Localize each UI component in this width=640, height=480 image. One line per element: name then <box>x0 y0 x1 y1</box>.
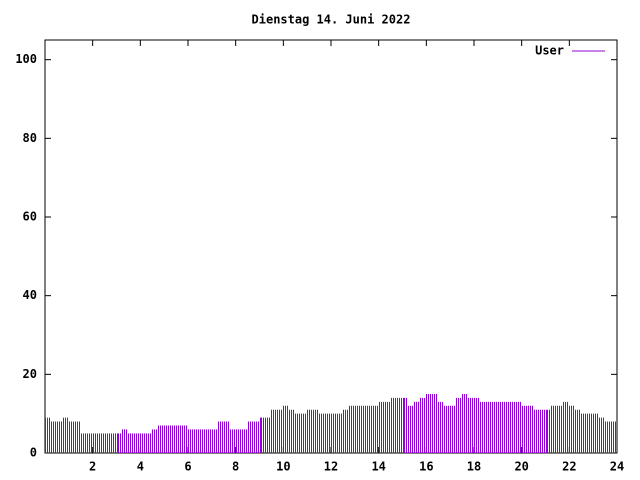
x-tick-label: 24 <box>610 460 624 474</box>
y-tick-label: 100 <box>15 52 37 66</box>
y-tick-label: 0 <box>30 446 37 460</box>
x-tick-label: 20 <box>514 460 528 474</box>
y-tick-label: 20 <box>23 367 37 381</box>
plot-frame <box>44 39 618 454</box>
x-tick-label: 12 <box>324 460 338 474</box>
x-tick-label: 22 <box>562 460 576 474</box>
x-tick-label: 16 <box>419 460 433 474</box>
x-tick-label: 8 <box>232 460 239 474</box>
legend-label: User <box>535 44 564 58</box>
x-tick-label: 6 <box>184 460 191 474</box>
y-tick-label: 40 <box>23 288 37 302</box>
y-tick-label: 60 <box>23 210 37 224</box>
x-tick-label: 18 <box>467 460 481 474</box>
x-tick-label: 4 <box>137 460 144 474</box>
chart-title: Dienstag 14. Juni 2022 <box>252 13 411 27</box>
x-tick-label: 10 <box>276 460 290 474</box>
x-tick-label: 14 <box>371 460 385 474</box>
x-tick-label: 2 <box>89 460 96 474</box>
y-tick-label: 80 <box>23 131 37 145</box>
